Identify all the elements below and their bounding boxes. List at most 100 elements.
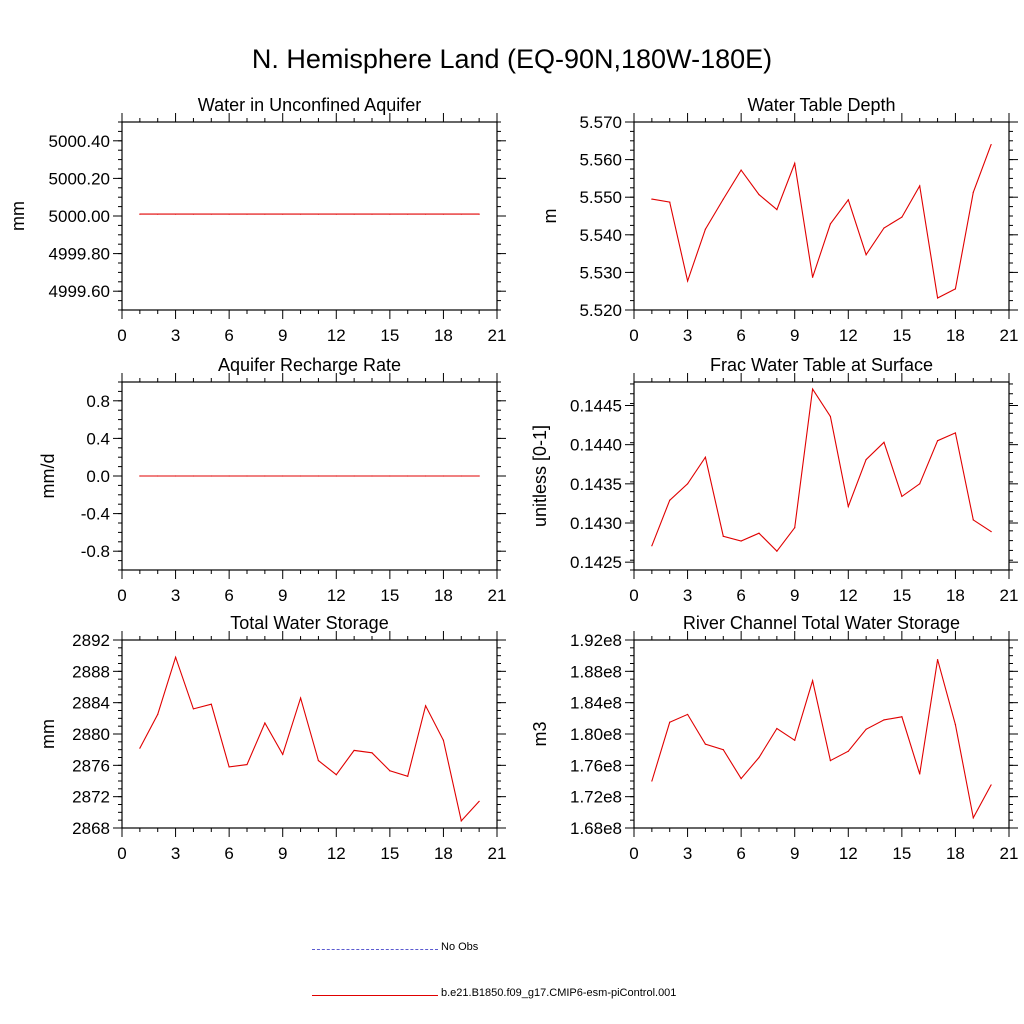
data-point: [157, 713, 159, 716]
data-point: [174, 475, 177, 477]
data-point: [740, 540, 742, 542]
y-tick-label: 1.68e8: [570, 819, 622, 838]
x-tick-label: 12: [839, 326, 858, 345]
data-point: [442, 475, 445, 477]
data-point: [669, 499, 671, 501]
y-tick-label: 5.530: [579, 263, 622, 282]
data-point: [264, 213, 266, 215]
data-point: [478, 475, 480, 477]
data-point: [794, 739, 796, 741]
x-tick-label: 0: [629, 844, 638, 863]
data-point: [829, 760, 832, 762]
y-tick-label: 2880: [72, 725, 110, 744]
x-tick-label: 0: [117, 844, 126, 863]
data-point: [936, 658, 939, 661]
data-point: [460, 213, 462, 215]
data-point: [883, 719, 885, 721]
panel-6: 0 3 6 9 12 15 18 21 1.68e8 1.72e8 1.76e8 1.80e8 1.84…: [530, 613, 1018, 863]
data-point: [335, 213, 337, 215]
data-point: [424, 705, 427, 707]
y-tick-label: 5000.20: [49, 169, 110, 188]
y-tick-label: 1.92e8: [570, 631, 622, 650]
y-tick-label: 1.80e8: [570, 725, 622, 744]
x-tick-label: 6: [224, 586, 233, 605]
x-tick-label: 6: [736, 844, 745, 863]
y-tick-label: 1.88e8: [570, 662, 622, 681]
data-point: [865, 458, 867, 461]
data-point: [353, 475, 355, 477]
data-point: [686, 280, 689, 282]
x-tick-label: 0: [117, 586, 126, 605]
data-point: [157, 213, 159, 215]
data-point: [407, 475, 409, 477]
y-axis-label: mm: [8, 201, 28, 231]
y-tick-label: 1.72e8: [570, 788, 622, 807]
data-point: [371, 213, 373, 215]
data-point: [353, 213, 355, 215]
y-tick-label: 0.1440: [570, 436, 622, 455]
data-point: [460, 820, 462, 822]
y-tick-label: 0.8: [86, 392, 110, 411]
y-tick-label: 5000.00: [49, 207, 110, 226]
series-line: [139, 655, 480, 823]
x-tick-label: 3: [683, 326, 692, 345]
y-axis-label: m3: [530, 721, 550, 746]
data-point: [157, 475, 159, 477]
data-point: [139, 747, 141, 749]
data-point: [954, 288, 957, 290]
x-tick-label: 3: [171, 326, 180, 345]
data-point: [228, 475, 230, 477]
y-tick-label: 5.540: [579, 226, 622, 245]
panel-4: 0 3 6 9 12 15 18 21 0.1425 0.1430 0.1435 0.1440 0.14…: [530, 355, 1018, 605]
y-tick-label: 2888: [72, 662, 110, 681]
data-point: [246, 213, 248, 215]
legend-entry-no-obs: No Obs: [0, 940, 1024, 960]
data-point: [758, 756, 760, 759]
y-tick-label: 4999.80: [49, 245, 110, 264]
data-point: [651, 545, 653, 547]
x-tick-label: 12: [839, 586, 858, 605]
data-point: [829, 415, 832, 418]
x-tick-label: 21: [1000, 586, 1019, 605]
panel-title: Water in Unconfined Aquifer: [198, 95, 421, 115]
data-point: [317, 760, 320, 762]
data-point: [335, 475, 337, 477]
x-tick-label: 9: [278, 326, 287, 345]
panel-title: River Channel Total Water Storage: [683, 613, 960, 633]
data-point: [990, 143, 992, 146]
data-point: [740, 778, 742, 780]
data-point: [776, 209, 778, 211]
data-point: [883, 441, 885, 443]
series-line: [651, 387, 992, 553]
x-tick-label: 18: [946, 844, 965, 863]
x-tick-label: 21: [1000, 844, 1019, 863]
panel-title: Water Table Depth: [747, 95, 895, 115]
y-tick-label: 2884: [72, 694, 110, 713]
data-point: [228, 766, 230, 768]
plot-frame: [121, 121, 498, 311]
data-point: [704, 456, 707, 458]
y-tick-label: 0.0: [86, 467, 110, 486]
y-tick-label: 5000.40: [49, 132, 110, 151]
data-point: [139, 475, 141, 477]
data-point: [740, 169, 742, 171]
data-point: [758, 193, 760, 196]
x-tick-label: 18: [434, 844, 453, 863]
x-tick-label: 9: [790, 586, 799, 605]
data-point: [460, 475, 462, 477]
x-tick-label: 0: [629, 326, 638, 345]
panel-1: 0 3 6 9 12 15 18 21 4999.60 4999.80 5000.00 5000.20…: [8, 95, 506, 345]
data-point: [174, 656, 177, 658]
y-tick-label: 5.570: [579, 113, 622, 132]
y-tick-label: 2868: [72, 819, 110, 838]
y-tick-label: 2872: [72, 788, 110, 807]
data-point: [811, 680, 814, 682]
y-tick-label: 1.76e8: [570, 756, 622, 775]
data-point: [478, 213, 480, 215]
data-point: [210, 703, 212, 705]
data-point: [228, 213, 230, 215]
data-point: [192, 213, 195, 215]
panel-title: Aquifer Recharge Rate: [218, 355, 401, 375]
data-point: [990, 784, 992, 786]
